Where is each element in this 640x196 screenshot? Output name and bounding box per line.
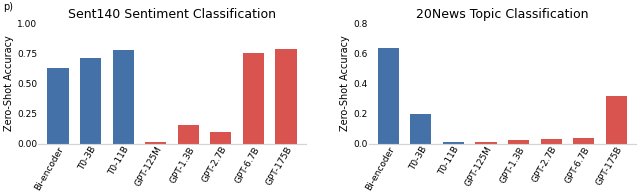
Bar: [508, 140, 529, 143]
Bar: [211, 132, 232, 143]
Bar: [145, 142, 166, 143]
Y-axis label: Zero-Shot Accuracy: Zero-Shot Accuracy: [4, 36, 14, 132]
Bar: [80, 58, 101, 143]
Title: Sent140 Sentiment Classification: Sent140 Sentiment Classification: [68, 8, 276, 21]
Bar: [476, 142, 497, 143]
Bar: [113, 50, 134, 143]
Bar: [443, 142, 464, 143]
Title: 20News Topic Classification: 20News Topic Classification: [416, 8, 589, 21]
Y-axis label: Zero-Shot Accuracy: Zero-Shot Accuracy: [340, 36, 350, 132]
Bar: [47, 68, 68, 143]
Bar: [410, 114, 431, 143]
Bar: [605, 96, 627, 143]
Text: p): p): [3, 2, 13, 12]
Bar: [378, 48, 399, 143]
Bar: [178, 125, 199, 143]
Bar: [275, 49, 296, 143]
Bar: [243, 53, 264, 143]
Bar: [573, 138, 595, 143]
Bar: [541, 139, 562, 143]
